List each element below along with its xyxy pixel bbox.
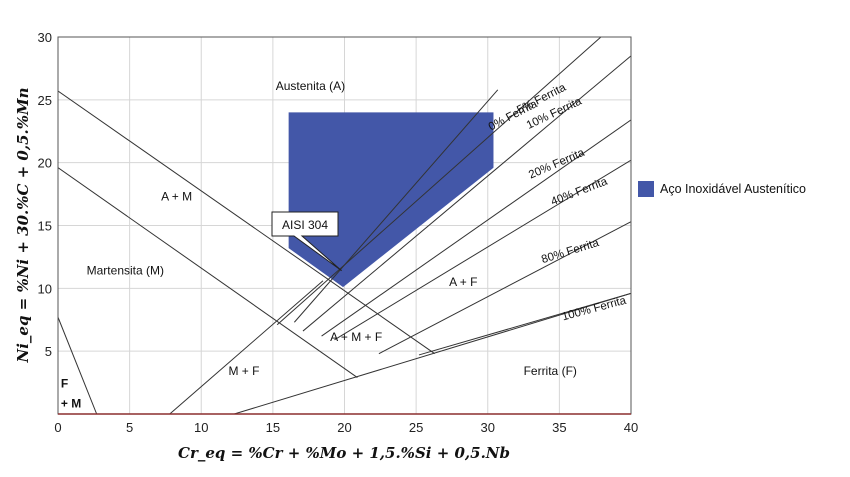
- boundary-lines: [58, 37, 631, 414]
- ferrite-label-3: 20% Ferrita: [527, 147, 587, 182]
- x-tick-label: 10: [194, 420, 208, 435]
- austenitic-steel-region: [288, 112, 494, 288]
- x-tick-label: 40: [624, 420, 638, 435]
- f-m-boundary-line: [58, 317, 98, 414]
- x-tick-label: 35: [552, 420, 566, 435]
- x-tick-label: 5: [126, 420, 133, 435]
- legend: Aço Inoxidável Austenítico: [638, 181, 806, 197]
- y-tick-label: 10: [38, 281, 52, 296]
- martensite-lower-line: [58, 167, 358, 378]
- ferrite-line-4: [334, 159, 631, 341]
- region-label-0: Austenita (A): [276, 79, 345, 93]
- x-axis-title: Cr_eq = %Cr + %Mo + 1,5.%Si + 0,5.Nb: [178, 444, 510, 462]
- m-f-lower-line: [169, 280, 324, 414]
- region-label-6: Ferrita (F): [524, 364, 577, 378]
- aisi-304-callout: [271, 211, 342, 272]
- region-label-7: F: [61, 377, 68, 391]
- martensite-upper-line: [58, 90, 436, 355]
- ferrite-label-4: 40% Ferrita: [549, 175, 609, 208]
- y-tick-label: 5: [45, 344, 52, 359]
- legend-label-austenitic: Aço Inoxidável Austenítico: [660, 182, 806, 196]
- ferrite-line-5: [378, 221, 631, 355]
- x-tick-label: 30: [481, 420, 495, 435]
- y-tick-label: 30: [38, 30, 52, 45]
- region-label-8: + M: [61, 397, 81, 411]
- region-label-4: A + M + F: [330, 330, 382, 344]
- y-tick-label: 20: [38, 156, 52, 171]
- x-tick-label: 25: [409, 420, 423, 435]
- region-label-1: A + M: [161, 189, 192, 203]
- legend-swatch-austenitic: [638, 181, 654, 197]
- ferrite-label-5: 80% Ferrita: [540, 237, 601, 266]
- region-label-3: A + F: [449, 275, 477, 289]
- ferrite-label-6: 100% Ferrita: [561, 295, 628, 324]
- region-label-5: M + F: [228, 364, 259, 378]
- x-tick-label: 0: [54, 420, 61, 435]
- x-tick-label: 20: [337, 420, 351, 435]
- y-axis-title: Ni_eq = %Ni + 30.%C + 0,5.%Mn: [14, 87, 32, 363]
- ferrite-line-1: [276, 37, 602, 326]
- legend-label-text: Aço Inoxidável Austenítico: [660, 182, 806, 196]
- ferrite-line-0: [293, 89, 499, 323]
- y-tick-label: 15: [38, 219, 52, 234]
- ferrite-line-2: [302, 55, 631, 332]
- ferrite-line-3: [321, 119, 631, 337]
- region-label-2: Martensita (M): [87, 264, 164, 278]
- ferrite-line-6: [418, 292, 631, 356]
- x-tick-label: 15: [266, 420, 280, 435]
- aisi-304-label: AISI 304: [282, 218, 328, 232]
- m-f-base-line: [234, 292, 631, 414]
- y-tick-label: 25: [38, 93, 52, 108]
